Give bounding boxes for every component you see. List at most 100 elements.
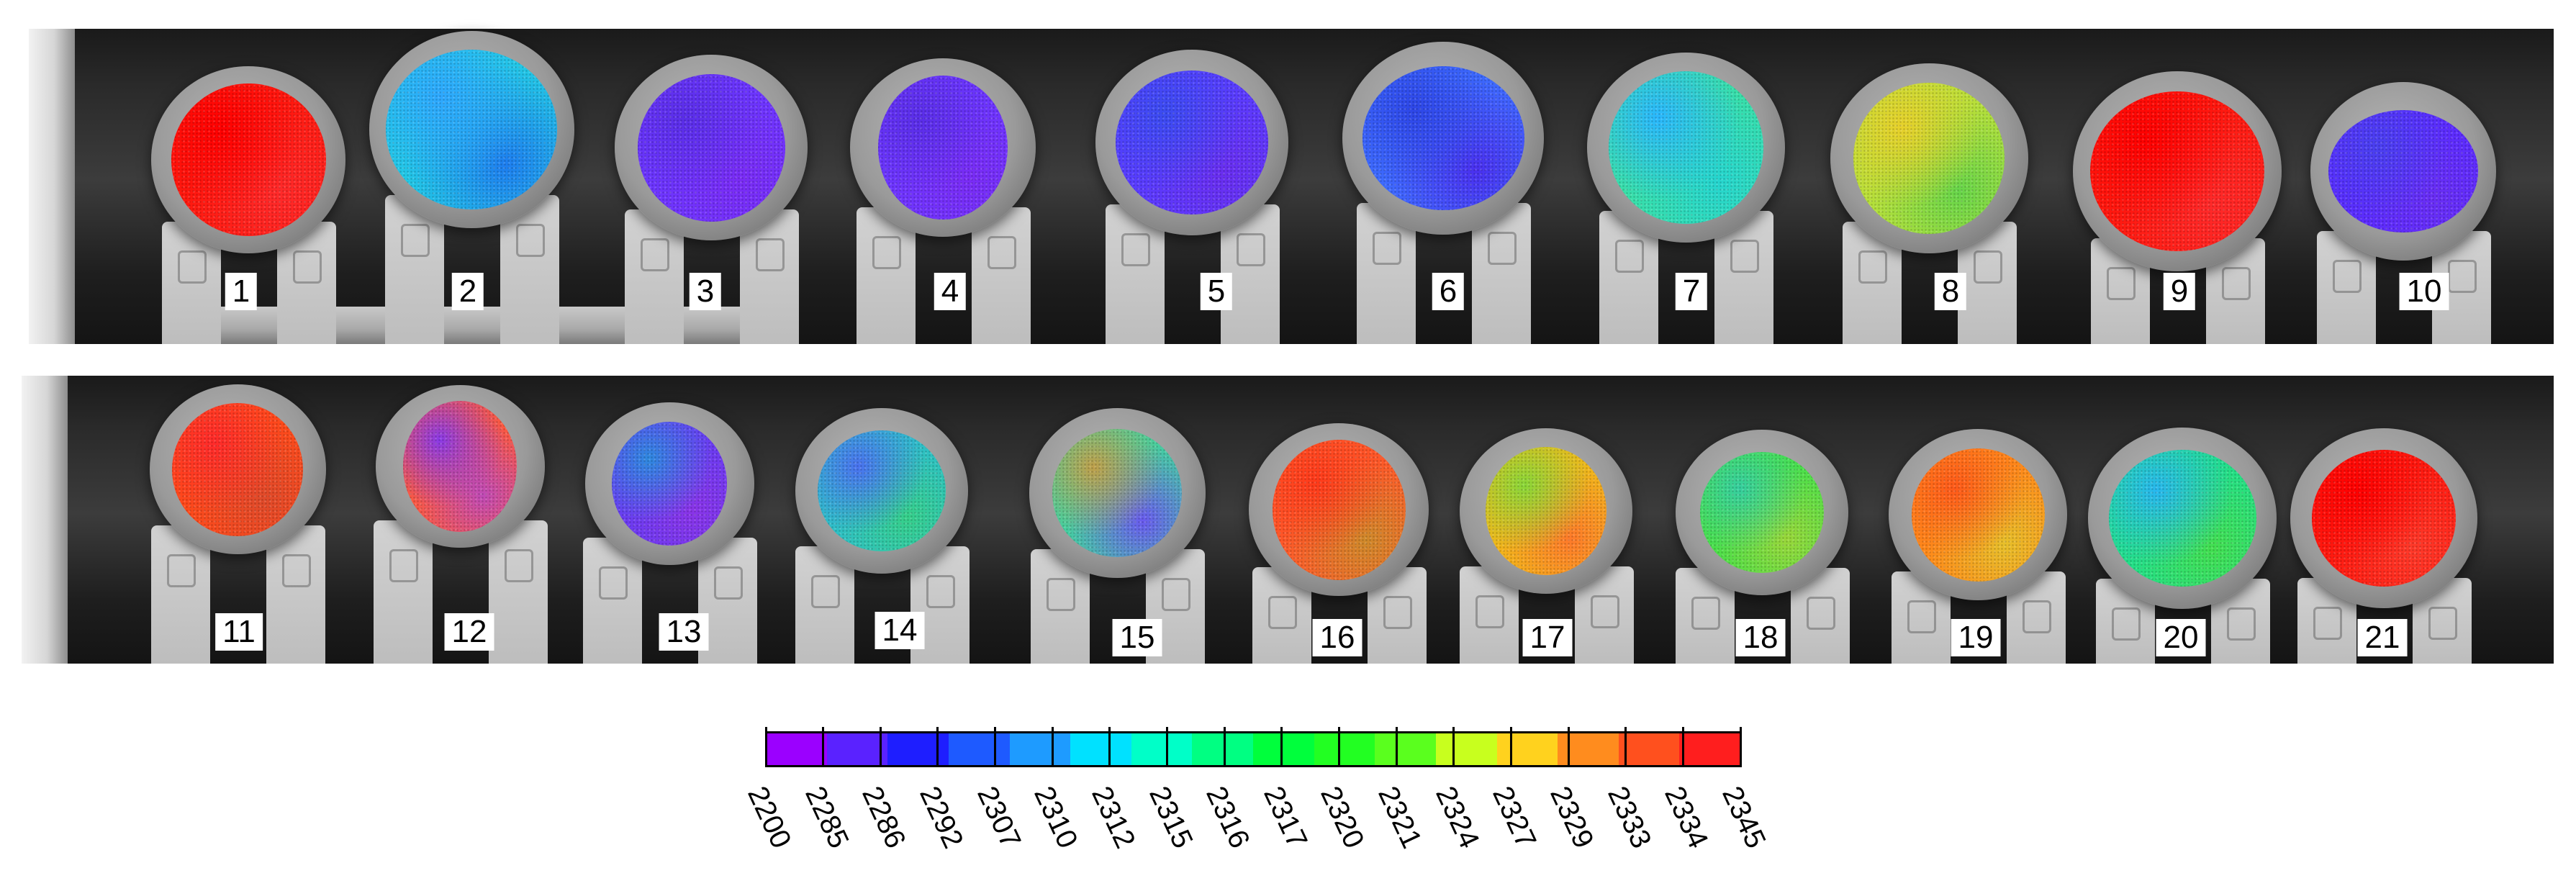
sample-number-label: 2	[451, 273, 484, 310]
sample-color-disc	[2312, 450, 2456, 587]
colorbar-tick	[1739, 727, 1742, 767]
sample-number-label: 11	[215, 613, 263, 651]
sample-color-disc	[171, 83, 326, 236]
sample-number-label: 5	[1200, 273, 1233, 310]
colorbar-tick	[1681, 727, 1684, 767]
colorbar-tick	[1509, 727, 1512, 767]
colorbar-tick-label: 2312	[1085, 782, 1142, 854]
colorbar-segment	[1435, 733, 1497, 765]
sample-number-label: 18	[1735, 619, 1786, 656]
colorbar-segment	[1314, 733, 1375, 765]
sample-number-label: 6	[1432, 273, 1465, 310]
sample-color-disc	[1486, 447, 1606, 575]
sample-color-disc	[2090, 91, 2264, 251]
colorbar-tick-label: 2286	[856, 782, 912, 854]
colorbar-segment	[1375, 733, 1436, 765]
sample-number-label: 3	[689, 273, 722, 310]
colorbar-tick	[1452, 727, 1455, 767]
strip-top-edge	[29, 29, 75, 344]
sample-number-label: 13	[659, 613, 709, 651]
sample-tag	[266, 525, 325, 664]
colorbar-segment	[1192, 733, 1253, 765]
colorbar-tick	[1223, 727, 1226, 767]
sample-color-disc	[1116, 71, 1268, 214]
sample-tag	[857, 207, 916, 344]
sample-color-disc	[2328, 110, 2478, 232]
sample-color-disc	[1362, 66, 1524, 210]
sample-number-label: 14	[875, 612, 925, 649]
colorbar-segment	[1070, 733, 1131, 765]
sample-number-label: 17	[1522, 619, 1573, 656]
colorbar-segment	[766, 733, 827, 765]
sample-number-label: 20	[2156, 619, 2206, 656]
colorbar-tick-label: 2285	[798, 782, 855, 854]
sample-number-label: 16	[1312, 619, 1362, 656]
sample-color-disc	[172, 402, 303, 536]
sample-number-label: 9	[2163, 273, 2196, 310]
colorbar-tick-label: 2317	[1257, 782, 1314, 854]
colorbar-tick-label: 2327	[1486, 782, 1543, 854]
sample-color-disc	[386, 50, 557, 209]
sample-tag	[374, 520, 433, 664]
sample-color-disc	[1052, 429, 1182, 557]
colorbar-tick	[1108, 727, 1111, 767]
sample-number-label: 10	[2399, 273, 2449, 310]
colorbar-tick	[1051, 727, 1054, 767]
sample-tag	[1892, 571, 1951, 664]
colorbar-tick-label: 2334	[1658, 782, 1714, 854]
sample-color-disc	[878, 76, 1008, 220]
colorbar-segment	[826, 733, 888, 765]
colorbar-tick	[994, 727, 997, 767]
colorbar-segment	[1131, 733, 1193, 765]
colorbar-segment	[1679, 733, 1740, 765]
sample-number-label: 1	[225, 273, 258, 310]
colorbar-segment	[948, 733, 1010, 765]
sample-color-disc	[1272, 439, 1406, 580]
sample-color-disc	[637, 73, 785, 222]
colorbar-tick	[1395, 727, 1398, 767]
sample-number-label: 7	[1675, 273, 1708, 310]
colorbar-tick	[1166, 727, 1169, 767]
sample-tag	[583, 538, 642, 664]
sample-tag	[1368, 567, 1427, 664]
colorbar-segment	[1618, 733, 1680, 765]
sample-number-label: 19	[1951, 619, 2001, 656]
sample-color-disc	[1853, 83, 2005, 234]
sample-tag	[972, 207, 1031, 344]
colorbar-segment	[1009, 733, 1071, 765]
sample-color-disc	[403, 401, 517, 532]
sample-tag	[625, 209, 684, 344]
sample-number-label: 15	[1112, 619, 1162, 656]
colorbar-tick-label: 2307	[970, 782, 1027, 854]
colorbar-tick-label: 2329	[1544, 782, 1600, 854]
sample-color-disc	[1700, 452, 1824, 573]
sample-number-label: 8	[1934, 273, 1967, 310]
sample-number-label: 21	[2357, 619, 2408, 656]
colorbar-tick-label: 2345	[1716, 782, 1772, 854]
sample-number-label: 12	[444, 613, 494, 651]
colorbar-tick	[1624, 727, 1627, 767]
colorbar-tick-label: 2292	[913, 782, 970, 854]
colorbar-tick	[1280, 727, 1283, 767]
colorbar-tick	[879, 727, 882, 767]
sample-color-disc	[818, 430, 946, 551]
sample-tag	[151, 525, 210, 664]
colorbar-segment	[1496, 733, 1558, 765]
sample-tag	[162, 222, 221, 344]
strip-bottom-edge	[22, 376, 68, 664]
colorbar-tick-label: 2321	[1372, 782, 1428, 854]
colorbar-tick	[764, 727, 767, 767]
colorbar-segment	[1253, 733, 1314, 765]
colorbar-tick-label: 2310	[1028, 782, 1084, 854]
colorbar-tick-label: 2316	[1200, 782, 1256, 854]
sample-color-disc	[612, 422, 727, 546]
sample-number-label: 4	[934, 273, 967, 310]
colorbar-tick-label: 2315	[1142, 782, 1199, 854]
sample-tag	[1460, 566, 1519, 664]
colorbar	[766, 731, 1740, 767]
sample-tag	[489, 520, 548, 664]
sample-tag	[795, 546, 854, 664]
colorbar-tick	[1567, 727, 1570, 767]
colorbar-tick-label: 2320	[1314, 782, 1371, 854]
colorbar-tick-label: 2200	[741, 782, 797, 854]
